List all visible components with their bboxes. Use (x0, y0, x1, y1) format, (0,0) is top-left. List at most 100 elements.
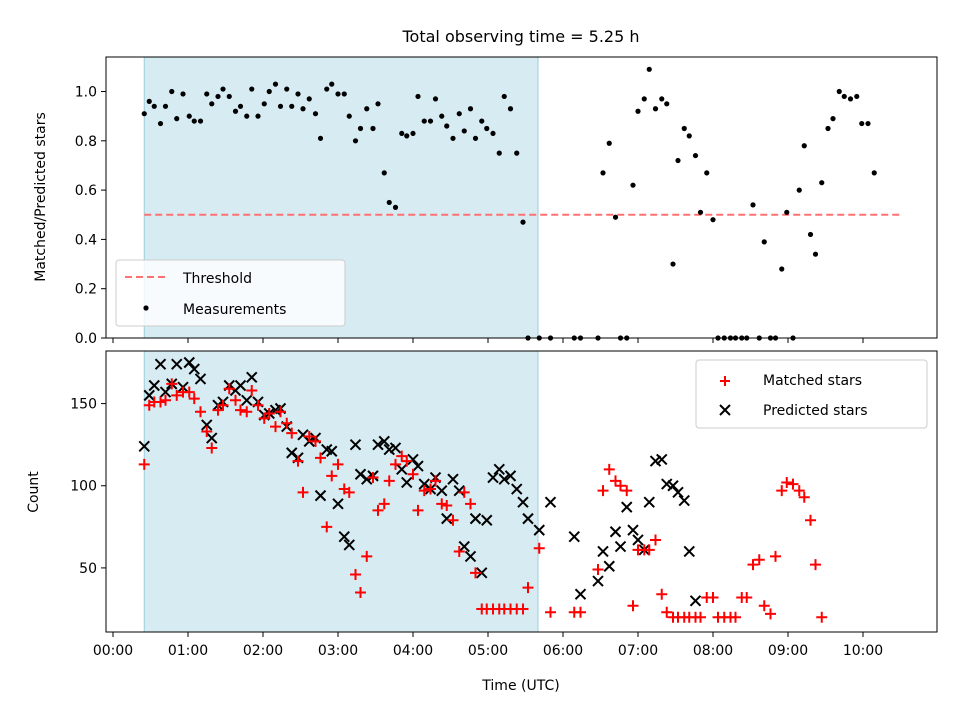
measurement-point (444, 123, 450, 129)
measurement-point (439, 113, 445, 119)
predicted-star-point (632, 534, 644, 546)
legend-matched-swatch (720, 376, 730, 386)
matched-star-point (361, 550, 373, 562)
measurement-point (600, 170, 606, 176)
matched-star-point (372, 504, 384, 516)
ratio-y-tick-label: 0.6 (75, 183, 97, 199)
measurement-point (381, 170, 387, 176)
measurement-point (825, 125, 831, 132)
predicted-star-point (533, 524, 545, 536)
measurement-point (686, 133, 692, 139)
matched-star-point (286, 427, 298, 439)
measurement-point (507, 106, 514, 112)
predicted-star-point (643, 496, 655, 508)
predicted-star-point (349, 438, 362, 451)
measurement-point (289, 103, 295, 109)
matched-star-point (597, 485, 609, 497)
measurement-point (370, 125, 376, 132)
predicted-star-point (246, 371, 258, 383)
predicted-star-point (493, 463, 505, 476)
predicted-star-point (338, 530, 350, 543)
predicted-star-point (401, 476, 413, 489)
predicted-star-point (678, 494, 690, 507)
predicted-star-point (241, 394, 253, 407)
matched-star-point (355, 587, 366, 599)
ratio-x-ticks (112, 338, 864, 343)
predicted-star-point (656, 453, 668, 466)
measurement-point (266, 88, 272, 95)
predicted-star-point (154, 358, 167, 370)
measurement-point (346, 113, 352, 119)
predicted-star-point (171, 358, 183, 370)
measurement-point (704, 170, 710, 176)
matched-star-point (453, 545, 465, 557)
ratio-legend-box (115, 259, 346, 327)
legend-predicted-label: Predicted stars (763, 403, 868, 419)
measurement-point (606, 140, 612, 146)
measurement-point (272, 81, 279, 87)
measurement-point (335, 91, 341, 97)
matched-star-point (787, 478, 799, 490)
matched-star-point (695, 611, 706, 623)
measurement-point (427, 118, 434, 124)
measurement-point (641, 96, 647, 102)
ratio-y-tick-label: 0.0 (75, 331, 97, 347)
matched-star-point (458, 486, 470, 498)
matched-star-point (166, 378, 178, 390)
matched-star-point (155, 396, 166, 408)
predicted-star-point (504, 470, 517, 482)
predicted-star-point (314, 489, 327, 502)
matched-star-point (517, 603, 529, 615)
ratio-y-tick-label: 0.4 (75, 232, 97, 248)
predicted-star-point (667, 480, 679, 492)
measurement-point (670, 261, 676, 267)
predicted-star-point (603, 560, 615, 572)
count-legend-box (695, 359, 928, 429)
measurement-point (865, 120, 871, 127)
matched-star-point (378, 498, 390, 510)
matched-star-point (188, 393, 200, 405)
matched-star-point (275, 406, 286, 418)
measurement-point (244, 113, 250, 119)
matched-star-point (447, 514, 459, 526)
matched-star-point (212, 404, 224, 416)
measurement-point (859, 120, 865, 127)
matched-star-point (805, 514, 816, 526)
predicted-star-point (597, 545, 609, 558)
measurement-point (415, 93, 421, 100)
matched-star-point (441, 499, 453, 511)
predicted-star-point (206, 432, 218, 444)
matched-star-point (741, 591, 753, 603)
matched-star-point (436, 498, 448, 510)
predicted-star-point (481, 514, 493, 526)
count-shaded-interval (143, 350, 539, 633)
legend-measurements-swatch (143, 305, 149, 311)
time-tick-label: 03:00 (318, 643, 358, 659)
matched-star-point (396, 450, 408, 462)
matched-star-point (522, 582, 534, 594)
measurement-point (456, 111, 462, 117)
measurement-point (157, 120, 164, 127)
matched-star-point (753, 554, 765, 566)
measurement-point (399, 130, 405, 137)
matched-star-point (765, 608, 776, 620)
predicted-star-point (498, 473, 510, 485)
matched-star-point (160, 394, 171, 406)
predicted-star-point (361, 473, 373, 485)
predicted-star-point (332, 498, 344, 510)
x-axis-label: Time (UTC) (481, 678, 559, 694)
matched-star-point (241, 406, 253, 418)
time-tick-label: 06:00 (543, 643, 583, 659)
measurement-point (801, 143, 807, 149)
measurement-point (664, 101, 670, 107)
matched-star-point (545, 606, 556, 618)
measurement-point (300, 106, 306, 112)
time-tick-label: 04:00 (393, 643, 433, 659)
matched-star-point (230, 394, 241, 406)
measurement-point (681, 125, 687, 132)
matched-star-point (656, 588, 668, 600)
time-tick-label: 10:00 (843, 643, 883, 659)
matched-star-point (223, 383, 235, 395)
matched-star-point (383, 475, 395, 487)
legend-threshold-label: Threshold (182, 271, 252, 287)
